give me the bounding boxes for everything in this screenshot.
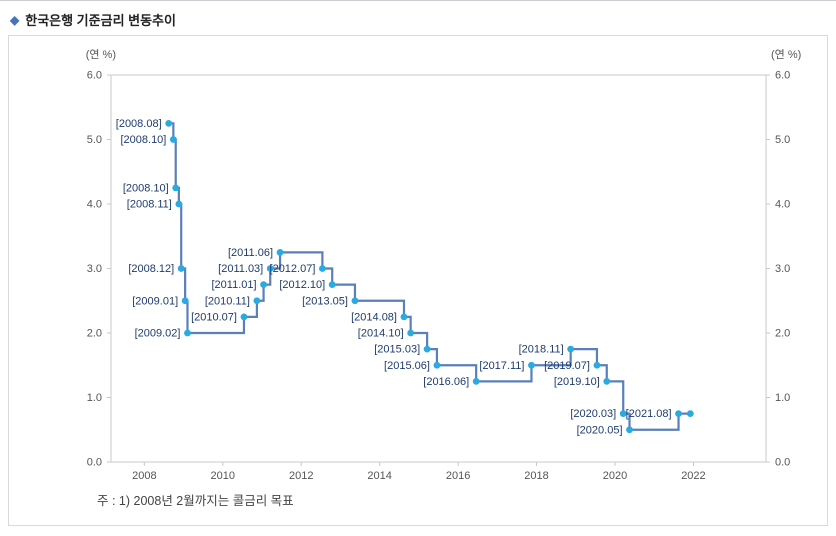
data-point-marker xyxy=(260,281,267,289)
data-point-marker xyxy=(181,297,189,305)
data-point-label: [2021.08] xyxy=(626,408,672,420)
data-point-label: [2010.11] xyxy=(205,295,250,307)
page-title-text: 한국은행 기준금리 변동추이 xyxy=(25,13,176,28)
y-axis-unit-right: (연 %) xyxy=(771,48,801,61)
data-point-label: [2009.02] xyxy=(135,328,181,340)
y-tick-label-left: 1.0 xyxy=(87,392,102,404)
data-point-label: [2010.07] xyxy=(191,311,237,323)
data-point-marker xyxy=(169,136,177,143)
data-point-label: [2014.08] xyxy=(351,311,397,323)
base-rate-step-chart: 0.0 0.0 1.0 1.0 2.0 2.0 3.0 3.0 4.0 4.0 5.0 5.0 6.0 6… xyxy=(86,48,802,482)
y-tick-label-left: 3.0 xyxy=(87,263,102,275)
y-tick-label-left: 2.0 xyxy=(87,328,102,340)
data-point-label: [2019.10] xyxy=(554,376,600,388)
data-point-marker xyxy=(626,426,633,434)
data-point-marker xyxy=(675,410,682,418)
data-point-label: [2008.08] xyxy=(116,118,162,130)
y-tick-label-right: 1.0 xyxy=(775,392,790,404)
data-point-label: [2011.06] xyxy=(228,247,273,259)
data-point-marker xyxy=(603,377,611,385)
data-point-marker xyxy=(253,297,261,305)
data-point-label: [2008.11] xyxy=(127,199,172,211)
chart-panel: 0.0 0.0 1.0 1.0 2.0 2.0 3.0 3.0 4.0 4.0 5.0 5.0 6.0 6… xyxy=(8,35,828,526)
y-tick-label-left: 6.0 xyxy=(87,70,102,82)
data-point-label: [2012.07] xyxy=(270,263,316,275)
y-tick-label-left: 0.0 xyxy=(87,457,102,469)
data-point-label: [2013.05] xyxy=(302,295,348,307)
data-point-label: [2008.12] xyxy=(128,263,174,275)
data-point-marker xyxy=(165,119,173,127)
data-point-label: [2014.10] xyxy=(358,328,404,340)
data-point-marker xyxy=(433,361,441,369)
y-tick-label-left: 4.0 xyxy=(87,199,102,211)
data-point-marker xyxy=(686,410,694,418)
data-point-label: [2020.05] xyxy=(577,424,623,436)
data-point-label: [2009.01] xyxy=(132,295,178,307)
footnote: 주 : 1) 2008년 2월까지는 콜금리 목표 xyxy=(97,494,294,508)
data-point-label: [2020.03] xyxy=(570,408,616,420)
data-point-marker xyxy=(567,345,575,353)
x-tick-label: 2018 xyxy=(524,470,548,482)
x-tick-label: 2016 xyxy=(446,470,470,482)
y-axis-unit-left: (연 %) xyxy=(86,48,116,61)
y-tick-label-right: 4.0 xyxy=(775,199,790,211)
data-point-marker xyxy=(407,329,415,337)
data-point-marker xyxy=(240,313,248,321)
x-tick-label: 2014 xyxy=(367,470,391,482)
data-point-marker xyxy=(619,410,627,418)
data-point-label: [2008.10] xyxy=(123,182,169,194)
data-point-marker xyxy=(266,265,274,272)
data-point-label: [2011.03] xyxy=(218,263,263,275)
data-point-marker xyxy=(351,297,359,305)
data-point-label: [2008.10] xyxy=(120,134,166,146)
data-point-label: [2017.11] xyxy=(479,360,524,372)
x-tick-label: 2008 xyxy=(132,470,156,482)
data-point-marker xyxy=(528,361,535,369)
data-point-marker xyxy=(175,200,183,208)
y-tick-label-right: 0.0 xyxy=(775,457,790,469)
data-point-label: [2016.06] xyxy=(423,376,469,388)
page: ◆ 한국은행 기준금리 변동추이 0.0 0.0 1.0 1.0 2.0 2.0 3.0 3.… xyxy=(0,1,836,526)
x-tick-label: 2020 xyxy=(603,470,627,482)
y-tick-label-right: 6.0 xyxy=(775,70,790,82)
data-point-marker xyxy=(276,248,284,256)
diamond-bullet-icon: ◆ xyxy=(10,12,20,27)
y-tick-label-right: 5.0 xyxy=(775,134,790,146)
data-point-label: [2019.07] xyxy=(544,360,590,372)
data-point-marker xyxy=(593,361,601,369)
x-tick-label: 2012 xyxy=(289,470,313,482)
data-point-marker xyxy=(177,265,185,272)
data-point-label: [2011.01] xyxy=(212,279,257,291)
data-point-label: [2012.10] xyxy=(279,279,325,291)
data-point-label: [2015.03] xyxy=(374,344,420,356)
data-point-marker xyxy=(328,281,336,289)
y-tick-label-left: 5.0 xyxy=(87,134,102,146)
data-point-marker xyxy=(400,313,408,321)
data-point-marker xyxy=(184,329,191,337)
data-point-marker xyxy=(172,184,180,192)
data-point-marker xyxy=(319,265,326,272)
y-tick-label-right: 2.0 xyxy=(775,328,790,340)
x-tick-label: 2022 xyxy=(681,470,705,482)
plot-border xyxy=(110,74,767,463)
page-title: ◆ 한국은행 기준금리 변동추이 xyxy=(0,1,836,35)
data-point-marker xyxy=(472,377,480,385)
data-point-marker xyxy=(423,345,431,353)
x-tick-label: 2010 xyxy=(211,470,235,482)
y-tick-label-right: 3.0 xyxy=(775,263,790,275)
data-point-label: [2018.11] xyxy=(519,344,564,356)
data-point-label: [2015.06] xyxy=(384,360,430,372)
